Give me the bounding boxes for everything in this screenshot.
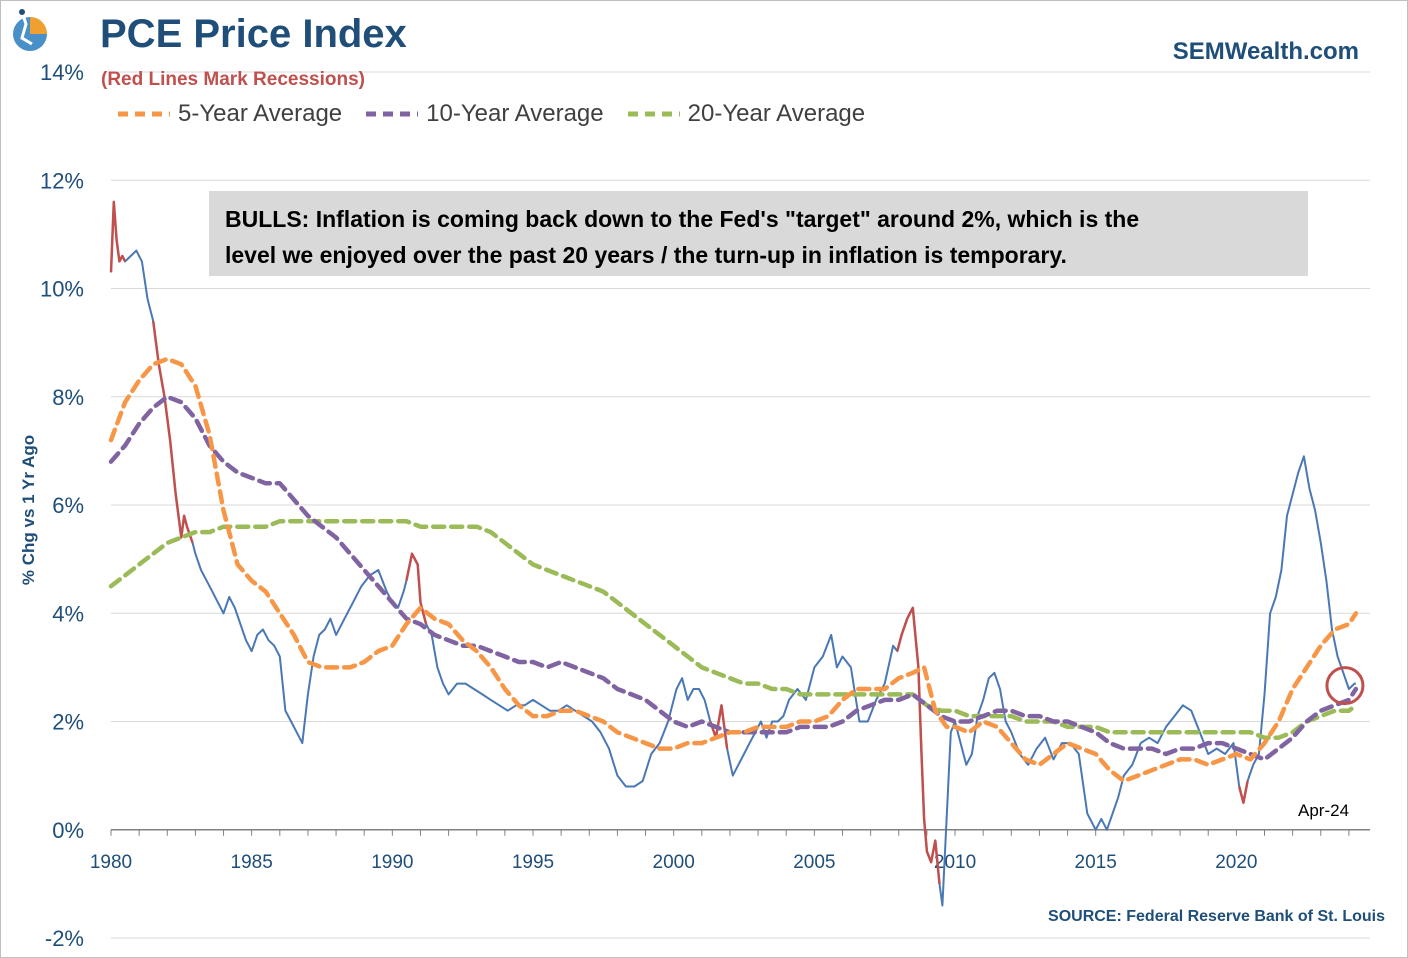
y-axis-label: % Chg vs 1 Yr Ago bbox=[19, 435, 38, 585]
y-tick-label: 2% bbox=[52, 710, 84, 735]
last-date-label: Apr-24 bbox=[1298, 801, 1350, 820]
legend-swatch-5yr bbox=[118, 111, 170, 117]
annotation-line-1: BULLS: Inflation is coming back down to … bbox=[225, 206, 1140, 232]
legend-label-20yr: 20-Year Average bbox=[687, 100, 866, 127]
latest-value-circle bbox=[1325, 666, 1365, 706]
x-tick-label: 2005 bbox=[793, 852, 835, 873]
semwealth-logo-icon bbox=[13, 9, 47, 51]
legend-label-5yr: 5-Year Average bbox=[178, 100, 343, 127]
x-tick-label: 2015 bbox=[1075, 852, 1117, 873]
recession-segment bbox=[151, 320, 194, 544]
y-tick-label: -2% bbox=[45, 926, 84, 951]
site-label[interactable]: SEMWealth.com bbox=[1172, 38, 1359, 65]
legend-item-20yr: 20-Year Average bbox=[626, 100, 865, 128]
annotation-line-2: level we enjoyed over the past 20 years … bbox=[225, 242, 1067, 268]
x-tick-label: 2010 bbox=[934, 852, 976, 873]
y-tick-label: 4% bbox=[52, 601, 84, 626]
legend: 5-Year Average 10-Year Average 20-Year A… bbox=[116, 98, 887, 130]
legend-swatch-10yr bbox=[366, 111, 419, 117]
x-tick-label: 2020 bbox=[1215, 852, 1257, 873]
series-line-5yr-avg bbox=[108, 356, 1359, 784]
legend-swatch-20yr bbox=[627, 111, 680, 117]
series-line-pce bbox=[110, 200, 1356, 907]
chart-subtitle: (Red Lines Mark Recessions) bbox=[101, 69, 365, 90]
y-tick-label: 8% bbox=[52, 385, 84, 410]
annotation-box: BULLS: Inflation is coming back down to … bbox=[209, 191, 1308, 276]
x-tick-label: 1995 bbox=[512, 852, 554, 873]
legend-item-10yr: 10-Year Average bbox=[364, 100, 604, 128]
chart-title: PCE Price Index bbox=[100, 12, 407, 56]
legend-item-5yr: 5-Year Average bbox=[116, 100, 342, 128]
y-tick-label: 12% bbox=[40, 168, 84, 193]
x-tick-label: 2000 bbox=[653, 852, 695, 873]
recession-segment bbox=[405, 552, 428, 625]
x-tick-label: 1990 bbox=[371, 852, 413, 873]
x-tick-label: 1985 bbox=[231, 852, 273, 873]
y-tick-label: 10% bbox=[40, 277, 84, 302]
recession-segment bbox=[1237, 780, 1249, 804]
x-tick-label: 1980 bbox=[90, 852, 132, 873]
y-tick-label: 14% bbox=[40, 60, 84, 85]
series-line-20yr-avg bbox=[108, 518, 1359, 740]
recession-segment bbox=[109, 200, 127, 273]
y-tick-label: 0% bbox=[52, 818, 84, 843]
recession-segment bbox=[896, 606, 941, 885]
legend-label-10yr: 10-Year Average bbox=[426, 100, 604, 127]
recession-segment bbox=[709, 704, 729, 749]
source-label: SOURCE: Federal Reserve Bank of St. Loui… bbox=[1048, 908, 1385, 925]
series-line-10yr-avg bbox=[108, 394, 1359, 762]
y-tick-label: 6% bbox=[52, 493, 84, 518]
